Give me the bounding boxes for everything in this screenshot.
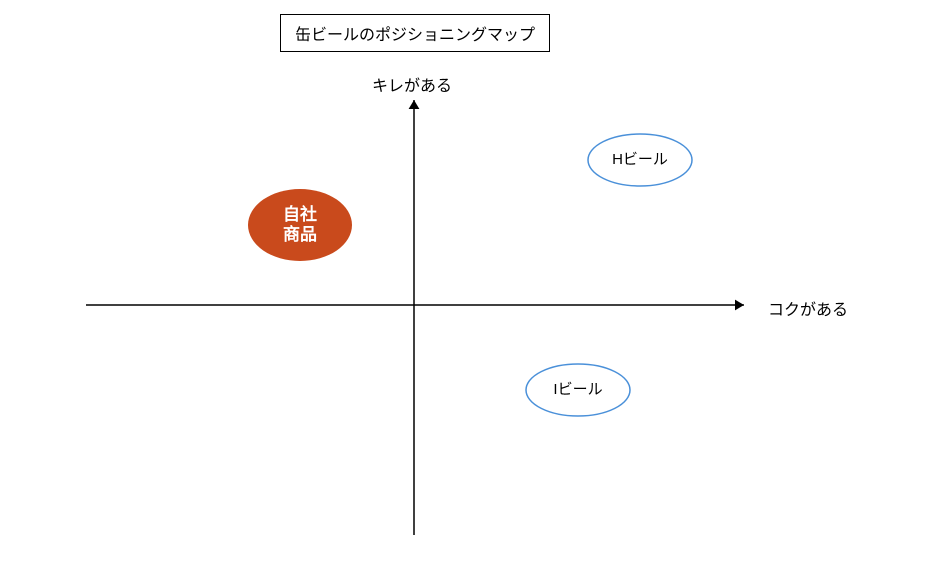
node-label-own-product: 自社 商品: [248, 189, 352, 261]
node-label-h-beer: Hビール: [588, 134, 692, 186]
x-axis-label: コクがある: [768, 296, 848, 320]
axes-svg: [0, 0, 933, 562]
node-label-i-beer: Iビール: [526, 364, 630, 416]
y-axis-label: キレがある: [372, 72, 452, 96]
